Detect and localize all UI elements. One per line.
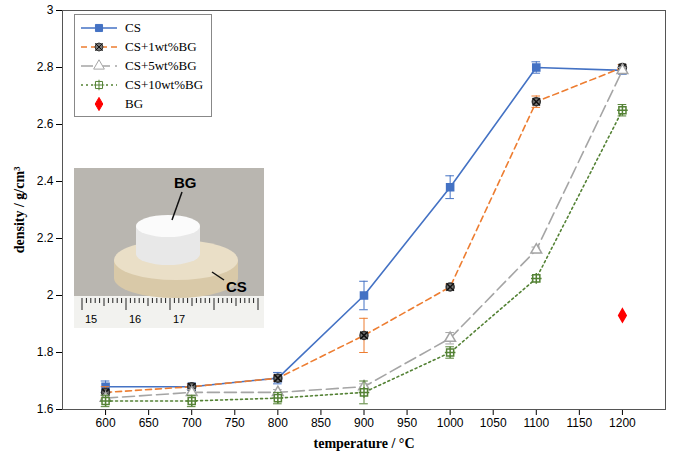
svg-text:1000: 1000 (437, 416, 464, 430)
svg-text:CS: CS (226, 278, 247, 295)
svg-text:1.8: 1.8 (37, 345, 54, 359)
html-text:CS+1wt%BG: CS+1wt%BG (125, 38, 197, 54)
svg-text:2.6: 2.6 (37, 117, 54, 131)
svg-text:1150: 1150 (566, 416, 592, 430)
svg-text:650: 650 (139, 416, 159, 430)
html-text:BG: BG (125, 95, 144, 111)
svg-text:800: 800 (268, 416, 288, 430)
svg-text:850: 850 (311, 416, 331, 430)
html-text:CS: CS (125, 19, 141, 35)
svg-text:2.4: 2.4 (37, 174, 54, 188)
svg-text:density / g/cm³: density / g/cm³ (12, 167, 27, 254)
svg-text:1050: 1050 (480, 416, 507, 430)
svg-text:2.8: 2.8 (37, 60, 54, 74)
svg-text:950: 950 (397, 416, 417, 430)
svg-text:700: 700 (182, 416, 202, 430)
svg-text:16: 16 (129, 313, 141, 325)
svg-text:BG: BG (174, 174, 197, 191)
svg-text:1.6: 1.6 (37, 402, 54, 416)
svg-text:900: 900 (354, 416, 374, 430)
svg-text:2.2: 2.2 (37, 231, 54, 245)
svg-text:750: 750 (225, 416, 245, 430)
svg-text:1200: 1200 (609, 416, 636, 430)
svg-text:2: 2 (47, 288, 54, 302)
svg-text:3: 3 (47, 3, 54, 17)
svg-text:1100: 1100 (523, 416, 549, 430)
svg-text:temperature / °C: temperature / °C (314, 436, 415, 451)
html-text:CS+10wt%BG: CS+10wt%BG (125, 76, 204, 92)
html-text:CS+5wt%BG: CS+5wt%BG (125, 57, 197, 73)
svg-text:17: 17 (173, 313, 185, 325)
svg-text:600: 600 (96, 416, 116, 430)
svg-text:15: 15 (85, 313, 97, 325)
